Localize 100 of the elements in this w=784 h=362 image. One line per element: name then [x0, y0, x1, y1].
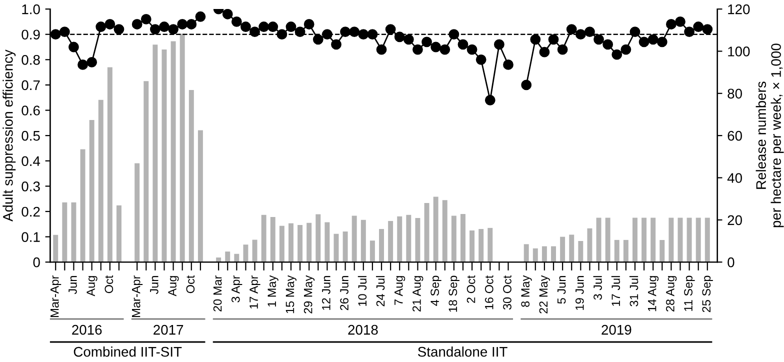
bar	[488, 228, 493, 262]
x-tick-label: 11 Sep	[684, 276, 695, 311]
x-tick-label: 8 May	[521, 275, 532, 307]
bar	[560, 236, 566, 262]
x-tick-label: 21 Aug	[412, 276, 424, 312]
y2-tick-label: 60	[728, 130, 742, 141]
x-tick-label: 17 Jul	[611, 276, 620, 306]
bar	[198, 130, 203, 262]
bar	[116, 205, 122, 262]
bar	[107, 67, 112, 262]
bar	[596, 218, 602, 262]
bar	[370, 240, 375, 262]
x-tick-label: 1 May	[268, 275, 278, 307]
x-tick-label: 24 Jul	[376, 276, 385, 306]
y-tick-label: 0.3	[22, 182, 40, 192]
x-tick-label: Aug	[168, 276, 179, 296]
bar	[406, 214, 412, 262]
x-tick-label: Jun	[150, 276, 158, 294]
bar	[433, 196, 438, 262]
y2-tick-label: 80	[728, 88, 742, 99]
bar	[388, 220, 394, 262]
bar	[696, 218, 701, 262]
x-tick-label: 28 Aug	[666, 276, 677, 312]
bar	[542, 246, 547, 262]
bar	[704, 218, 710, 262]
x-tick-label: 3 Apr	[231, 275, 242, 302]
y2-tick-label: 120	[728, 4, 750, 14]
y-tick-label: 0.8	[22, 54, 40, 65]
x-tick-label: 3 Jul	[593, 276, 602, 300]
bar	[442, 200, 448, 262]
bar	[632, 218, 638, 262]
bar	[270, 216, 276, 262]
bar	[605, 218, 610, 262]
bar	[279, 226, 284, 262]
x-tick-label: 10 Jul	[358, 276, 367, 306]
x-tick-label: Oct	[186, 275, 195, 294]
text: Standalone IIT	[418, 346, 508, 357]
y2-tick-label: 100	[728, 46, 750, 56]
x-tick-label: Oct	[104, 275, 114, 294]
x-tick-label: 16 Oct	[484, 275, 494, 310]
bar	[62, 202, 68, 262]
y-tick-label: 0	[33, 257, 40, 268]
x-tick-label: 7 Aug	[394, 276, 406, 305]
text: 2017	[154, 324, 184, 335]
y2-tick-label: 40	[727, 173, 742, 183]
bar	[470, 230, 475, 262]
x-tick-label: 5 Jun	[557, 276, 566, 304]
text: Combined IIT-SIT	[74, 346, 182, 357]
bar	[379, 228, 384, 262]
text: 2016	[72, 324, 102, 335]
bar	[152, 44, 158, 262]
y-tick-label: 0.4	[22, 156, 40, 166]
x-tick-label: 17 Apr	[250, 275, 260, 309]
x-tick-label: 29 May	[304, 275, 315, 314]
text: 2018	[348, 324, 378, 335]
bar	[415, 218, 420, 262]
x-tick-label: Aug	[86, 276, 98, 296]
y-tick-label: 0.6	[22, 106, 40, 116]
bar	[298, 224, 303, 262]
bar	[569, 234, 574, 262]
y2-tick-label: 20	[728, 215, 742, 226]
bar	[668, 218, 674, 262]
y-tick-label: 1.0	[22, 4, 40, 14]
x-tick-label: 25 Sep	[702, 276, 713, 312]
bar	[397, 216, 402, 262]
y-tick-label: 0.5	[22, 130, 40, 141]
y2-tick-label: 0	[728, 257, 734, 268]
bar	[98, 100, 104, 262]
x-tick-label: Jun	[68, 276, 77, 294]
bar	[460, 214, 466, 262]
bar	[225, 252, 230, 262]
bar	[360, 220, 366, 262]
bar	[188, 90, 194, 262]
bar	[80, 149, 86, 262]
bar	[578, 241, 584, 262]
bar	[324, 222, 330, 262]
text: 2019	[602, 324, 632, 335]
x-tick-label: 18 Sep	[448, 276, 460, 312]
bar	[352, 216, 357, 262]
y-axis-title: Adult suppression efficiency	[2, 50, 16, 222]
bar	[316, 214, 321, 262]
x-tick-label: 26 Jun	[340, 276, 348, 310]
bar	[144, 81, 149, 262]
bar	[89, 120, 94, 262]
bar	[424, 203, 430, 262]
x-tick-label: 4 Sep	[430, 276, 442, 306]
x-tick-label: Mar-Apr	[50, 275, 62, 317]
bar	[650, 218, 656, 262]
x-tick-label: 30 Oct	[503, 275, 512, 310]
bar	[234, 254, 240, 262]
bar	[170, 41, 176, 262]
bar	[243, 244, 248, 262]
bar	[162, 50, 167, 262]
x-tick-label: 12 Jun	[322, 276, 330, 310]
bar	[451, 216, 456, 262]
bar	[532, 248, 538, 262]
bar	[660, 240, 665, 262]
y-tick-label: 0.1	[22, 232, 40, 242]
x-tick-label: 15 May	[286, 275, 296, 314]
x-tick-label: 20 Mar	[213, 275, 222, 312]
